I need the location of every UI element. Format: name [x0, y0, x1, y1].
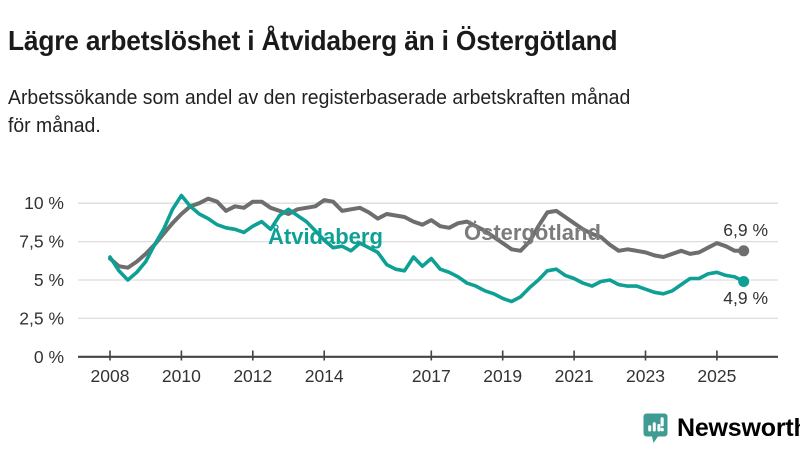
y-tick-label: 7,5 % — [19, 232, 64, 252]
x-tick-label: 2021 — [555, 366, 594, 386]
x-tick-label: 2010 — [162, 366, 201, 386]
y-tick-label: 0 % — [34, 347, 64, 367]
ostergotland-line — [108, 196, 746, 270]
ostergotland-end-value-label: 6,9 % — [723, 220, 768, 240]
x-tick-label: 2019 — [483, 366, 522, 386]
bar-small — [648, 425, 652, 432]
subtitle-line-1: Arbetssökande som andel av den registerb… — [8, 87, 631, 109]
atvidaberg-end-value-label: 4,9 % — [723, 288, 768, 308]
x-tick-label: 2014 — [305, 366, 344, 386]
chart-subtitle: Arbetssökande som andel av den registerb… — [8, 84, 630, 140]
atvidaberg-end-dot — [738, 276, 750, 287]
grid-layer: 0 % 2,5 % 5 % 7,5 % 10 % — [19, 193, 778, 367]
y-tick-label: 10 % — [24, 193, 64, 213]
x-tick-label: 2025 — [697, 366, 736, 386]
bar-medium — [652, 422, 656, 432]
x-tick-label: 2017 — [412, 366, 451, 386]
subtitle-line-2: för månad. — [8, 115, 101, 137]
x-axis-layer: 2008 2010 2012 2014 2017 2019 2021 2023 2025 — [91, 350, 736, 386]
page-title: Lägre arbetslöshet i Åtvidaberg än i Öst… — [8, 24, 618, 56]
x-tick-label: 2008 — [91, 366, 130, 386]
x-tick-label: 2023 — [626, 366, 665, 386]
atvidaberg-series-label: Åtvidaberg — [268, 223, 383, 249]
ostergotland-end-dot — [738, 245, 750, 257]
y-tick-label: 2,5 % — [19, 308, 64, 328]
newsworthy-logo: Newsworthy — [643, 413, 800, 444]
x-tick-label: 2012 — [233, 366, 272, 386]
y-tick-label: 5 % — [34, 270, 64, 290]
bar-tall — [657, 424, 661, 432]
exclamation-stem — [660, 417, 664, 427]
atvidaberg-line — [108, 193, 746, 304]
exclamation-dot — [660, 427, 664, 432]
bar-chart-speech-bubble-icon — [643, 413, 668, 443]
newsworthy-logo-text: Newsworthy — [677, 414, 800, 442]
ostergotland-series-label: Östergötland — [464, 220, 601, 245]
